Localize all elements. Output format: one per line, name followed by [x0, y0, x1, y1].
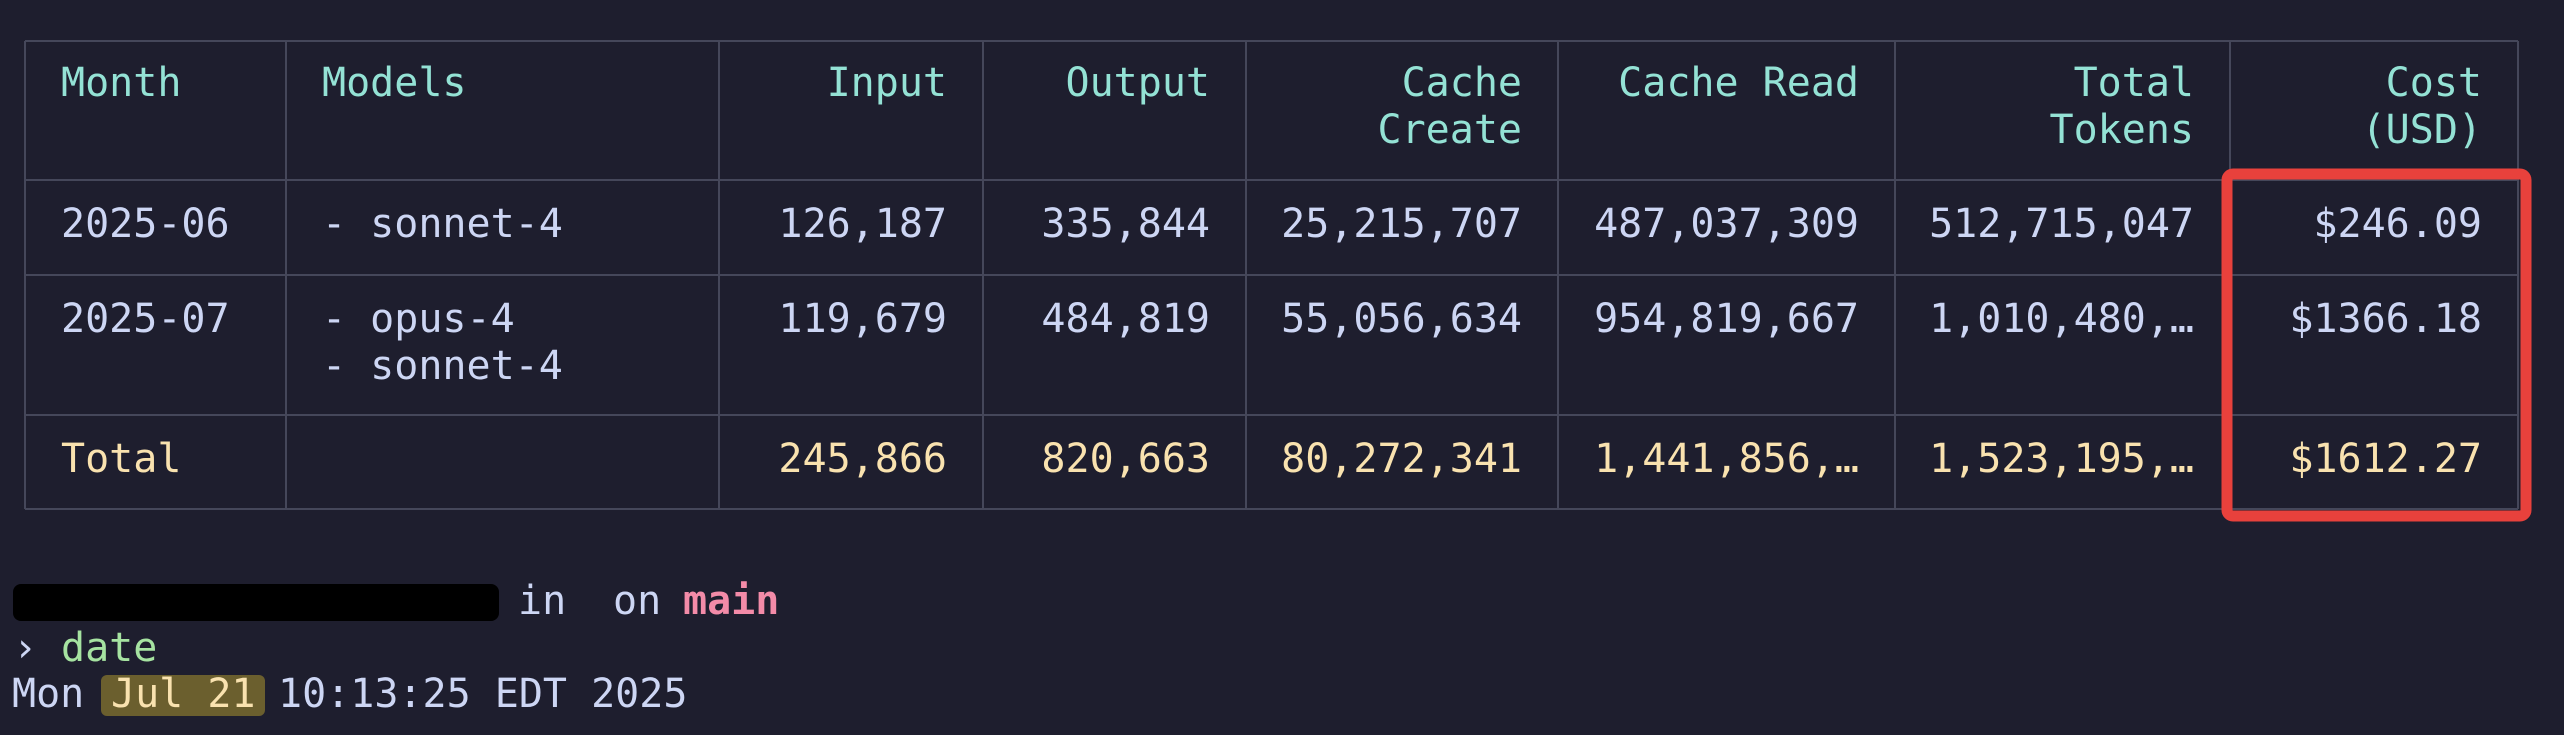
table-cell: $1366.18 [2289, 296, 2482, 342]
table-cell: 484,819 [1041, 296, 1210, 342]
total-cell: 1,523,195,… [1929, 436, 2194, 482]
redacted-path [13, 584, 499, 621]
header-cell: Output [1066, 60, 1211, 106]
total-cell: 80,272,341 [1281, 436, 1522, 482]
highlight-box [2221, 168, 2532, 522]
table-cell: $246.09 [2313, 201, 2482, 247]
output-date: Jul 21 [111, 671, 256, 717]
table-cell: 335,844 [1041, 201, 1210, 247]
model-name: - opus-4 [322, 296, 515, 342]
total-cell: 1,441,856,… [1594, 436, 1859, 482]
prompt-on: on [613, 578, 661, 624]
branch: main [683, 578, 779, 624]
prompt-symbol: › [13, 625, 37, 671]
date-highlight [101, 675, 265, 716]
model-name: - sonnet-4 [322, 343, 563, 389]
table-cell: 512,715,047 [1929, 201, 2194, 247]
table-cell: 126,187 [778, 201, 947, 247]
prompt-in: in [518, 578, 566, 624]
model-name: - sonnet-4 [322, 201, 563, 247]
header-cell: Tokens [2050, 107, 2195, 153]
table-cell: 119,679 [778, 296, 947, 342]
header-cell: Month [61, 60, 181, 106]
header-cell: Models [322, 60, 467, 106]
table-cell: 25,215,707 [1281, 201, 1522, 247]
total-cell: $1612.27 [2289, 436, 2482, 482]
total-cell: 820,663 [1041, 436, 1210, 482]
header-cell: Total [2074, 60, 2194, 106]
output-day: Mon [12, 671, 84, 717]
table-cell: 2025-06 [61, 201, 230, 247]
header-cell: Cache [1402, 60, 1522, 106]
total-cell: 245,866 [778, 436, 947, 482]
command: date [61, 625, 157, 671]
table-cell: 954,819,667 [1594, 296, 1859, 342]
header-cell: Create [1378, 107, 1523, 153]
header-cell: (USD) [2362, 107, 2482, 153]
header-cell: Input [827, 60, 947, 106]
output-time: 10:13:25 EDT 2025 [278, 671, 687, 717]
header-cell: Cache Read [1618, 60, 1859, 106]
table-cell: 1,010,480,… [1929, 296, 2194, 342]
table-cell: 55,056,634 [1281, 296, 1522, 342]
table-cell: 487,037,309 [1594, 201, 1859, 247]
header-cell: Cost [2386, 60, 2482, 106]
table-cell: 2025-07 [61, 296, 230, 342]
total-label: Total [61, 436, 181, 482]
